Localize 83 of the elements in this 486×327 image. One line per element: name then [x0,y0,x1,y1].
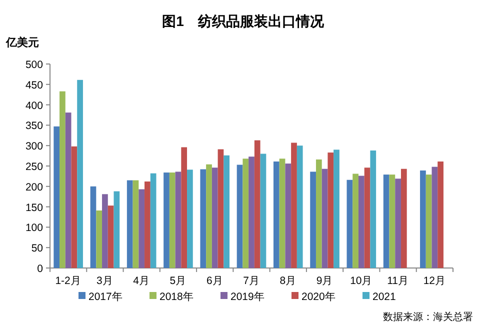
bar [187,170,193,268]
bar [334,150,340,268]
bar [175,172,182,268]
bar [114,191,120,268]
bar [310,172,316,268]
bar [108,206,114,268]
bar [328,152,334,268]
bar [212,168,218,268]
bar [426,174,432,268]
x-tick-label: 6月 [206,275,224,287]
x-tick-label: 7月 [243,275,260,287]
bar [370,150,376,268]
legend-label: 2021 [372,291,396,303]
x-tick-label: 12月 [423,275,446,287]
x-tick-label: 11月 [387,275,409,287]
legend-label: 2020年 [302,291,336,303]
bar [71,146,78,268]
bar [60,91,66,268]
y-tick-label: 500 [25,59,44,71]
bar [420,170,426,268]
bar [90,186,96,268]
bar [150,173,156,268]
legend-label: 2018年 [160,291,194,303]
bar [291,142,297,268]
bar [364,168,370,268]
bar [218,149,224,268]
x-tick-label: 4月 [133,275,150,287]
bar [400,168,407,268]
bar [224,155,230,268]
bar [96,210,102,268]
bar [279,158,286,268]
chart-title: 图1 纺织品服装出口情况 [162,13,325,29]
bar [200,169,206,268]
x-tick-label: 3月 [96,275,114,287]
y-tick-label: 200 [25,181,44,194]
bar [236,164,243,268]
bar [138,189,145,268]
bar [352,174,358,268]
bar [77,80,83,268]
bar [206,164,212,268]
bar [438,162,444,268]
x-tick-label: 5月 [170,275,187,287]
bar [54,126,60,268]
bar [164,172,170,268]
bar [65,112,72,268]
y-tick-label: 250 [25,161,44,173]
bar [132,180,139,268]
y-axis-title: 亿美元 [5,36,39,49]
bar [248,156,254,268]
y-tick-label: 300 [25,140,44,153]
bar [260,154,266,268]
legend-label: 2017年 [88,291,123,303]
x-tick-label: 10月 [350,275,373,287]
bar [273,162,280,268]
bar [285,164,292,268]
y-tick-label: 50 [31,242,44,255]
bar [144,182,150,268]
bar [169,172,176,268]
y-tick-label: 400 [25,100,44,112]
bar [322,168,328,268]
bar [296,146,303,268]
y-tick-label: 350 [25,120,44,132]
bar [181,147,188,268]
bar [102,194,108,268]
source-note: 数据来源：海关总署 [383,311,473,323]
legend-label: 2019年 [230,291,265,303]
bar [126,180,133,268]
bar [316,159,322,268]
bar [254,140,260,268]
bar [389,174,396,268]
x-tick-label: 9月 [316,275,334,287]
bar [346,180,353,268]
bar [383,174,390,268]
bar [242,158,249,268]
y-tick-label: 0 [37,263,44,275]
x-tick-label: 1-2月 [55,275,82,287]
bar [358,176,364,268]
x-tick-label: 8月 [280,275,297,287]
y-tick-label: 150 [25,202,44,214]
y-tick-label: 100 [25,222,44,234]
y-tick-label: 450 [25,79,44,92]
bar [432,166,438,268]
bar [395,178,401,268]
